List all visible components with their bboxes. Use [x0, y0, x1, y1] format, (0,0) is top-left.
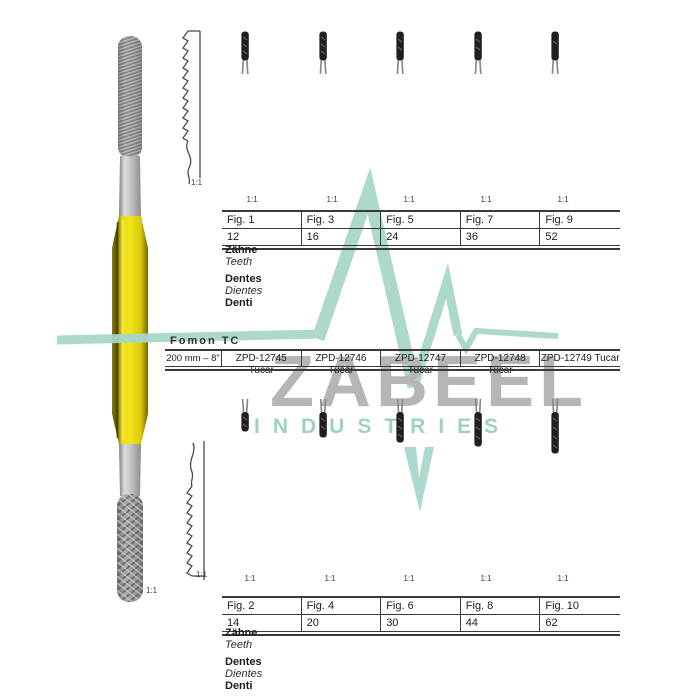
table-header-row: Fig. 2 Fig. 4 Fig. 6 Fig. 8 Fig. 10 — [222, 598, 620, 615]
product-row-bottom-rule — [165, 369, 620, 371]
table-header-row: Fig. 1 Fig. 3 Fig. 5 Fig. 7 Fig. 9 — [222, 212, 620, 229]
product-code: ZPD-12745 Tucar — [222, 351, 302, 376]
scale-label: 1:1 — [557, 195, 569, 204]
teeth-count: 14 — [222, 615, 302, 631]
label-dientes: Dientes — [225, 285, 263, 297]
table-bottom-rule — [222, 632, 620, 636]
product-code: ZPD-12747 Tucar — [381, 351, 461, 376]
rasp-tip-fig9 — [551, 31, 559, 75]
shaft-upper — [119, 156, 141, 218]
rasp-tip-fig3 — [319, 31, 327, 75]
serration-detail-drawing-top — [182, 30, 201, 185]
fig-header: Fig. 2 — [222, 598, 302, 614]
teeth-count: 44 — [461, 615, 541, 631]
fig-header: Fig. 6 — [381, 598, 461, 614]
scale-label: 1:1 — [480, 195, 492, 204]
rasp-tip-fig8 — [474, 399, 482, 447]
serration-detail-drawing-bottom — [186, 441, 205, 580]
label-denti: Denti — [225, 297, 253, 309]
fig-header: Fig. 10 — [545, 600, 580, 612]
teeth-count: 20 — [302, 615, 382, 631]
rasp-tip-fig7 — [474, 31, 482, 75]
fig-header: Fig. 7 — [461, 212, 541, 228]
product-size: 200 mm – 8" — [165, 351, 222, 366]
rasp-tip-fig6 — [396, 399, 404, 443]
scale-label: 1:1 — [244, 574, 256, 583]
rasp-end-top — [118, 36, 142, 158]
label-teeth: Teeth — [225, 639, 253, 651]
teeth-language-labels-bottom: Zähne Teeth Dentes Dientes Denti — [225, 627, 262, 692]
bottom-figure-table: Fig. 2 Fig. 4 Fig. 6 Fig. 8 Fig. 10 14 2… — [222, 596, 620, 636]
label-dentes: Dentes — [225, 273, 262, 285]
teeth-count: 30 — [381, 615, 461, 631]
rasp-tip-fig1 — [241, 31, 249, 75]
label-teeth: Teeth — [225, 256, 253, 268]
fig-header: Fig. 5 — [381, 212, 461, 228]
teeth-count: 16 — [302, 229, 382, 245]
table-value-row: 14 20 30 44 62 — [222, 615, 620, 632]
scale-label: 1:1 — [196, 570, 208, 579]
scale-label: 1:1 — [146, 586, 158, 595]
scale-label: 1:1 — [324, 574, 336, 583]
label-zaehne: Zähne — [225, 627, 258, 639]
shaft-lower — [119, 444, 141, 496]
scale-label: 1:1 — [403, 574, 415, 583]
scale-label: 1:1 — [557, 574, 569, 583]
rasp-tip-fig2 — [241, 399, 249, 432]
teeth-language-labels-top: Zähne Teeth Dentes Dientes Denti — [225, 244, 262, 309]
teeth-count: 36 — [461, 229, 541, 245]
rasp-tip-fig10 — [551, 399, 559, 454]
table-value-row: 12 16 24 36 52 — [222, 229, 620, 246]
fig-header: Fig. 4 — [302, 598, 382, 614]
teeth-count: 24 — [381, 229, 461, 245]
scale-label: 1:1 — [480, 574, 492, 583]
product-code-row: 200 mm – 8" ZPD-12745 Tucar ZPD-12746 Tu… — [165, 349, 620, 376]
fig-header: Fig. 8 — [461, 598, 541, 614]
scale-label: 1:1 — [246, 195, 258, 204]
teeth-count: 12 — [222, 229, 302, 245]
teeth-count: 52 — [545, 231, 558, 243]
label-zaehne: Zähne — [225, 244, 258, 256]
scale-label: 1:1 — [326, 195, 338, 204]
top-figure-table: Fig. 1 Fig. 3 Fig. 5 Fig. 7 Fig. 9 12 16… — [222, 210, 620, 250]
rasp-tip-fig4 — [319, 399, 327, 438]
label-dientes: Dientes — [225, 668, 263, 680]
fig-header: Fig. 3 — [302, 212, 382, 228]
scale-label: 1:1 — [403, 195, 415, 204]
product-code: ZPD-12746 Tucar — [302, 351, 382, 376]
fig-header: Fig. 9 — [545, 214, 573, 226]
fig-header: Fig. 1 — [222, 212, 302, 228]
scale-label: 1:1 — [191, 178, 203, 187]
table-bottom-rule — [222, 246, 620, 250]
rasp-tip-fig5 — [396, 31, 404, 75]
teeth-count: 62 — [545, 617, 558, 629]
label-denti: Denti — [225, 680, 253, 692]
product-code: ZPD-12748 Tucar — [461, 351, 541, 376]
rasp-end-bottom — [117, 494, 143, 602]
product-family-title: Fomon TC — [170, 335, 241, 347]
label-dentes: Dentes — [225, 656, 262, 668]
product-code: ZPD-12749 Tucar — [540, 353, 620, 364]
